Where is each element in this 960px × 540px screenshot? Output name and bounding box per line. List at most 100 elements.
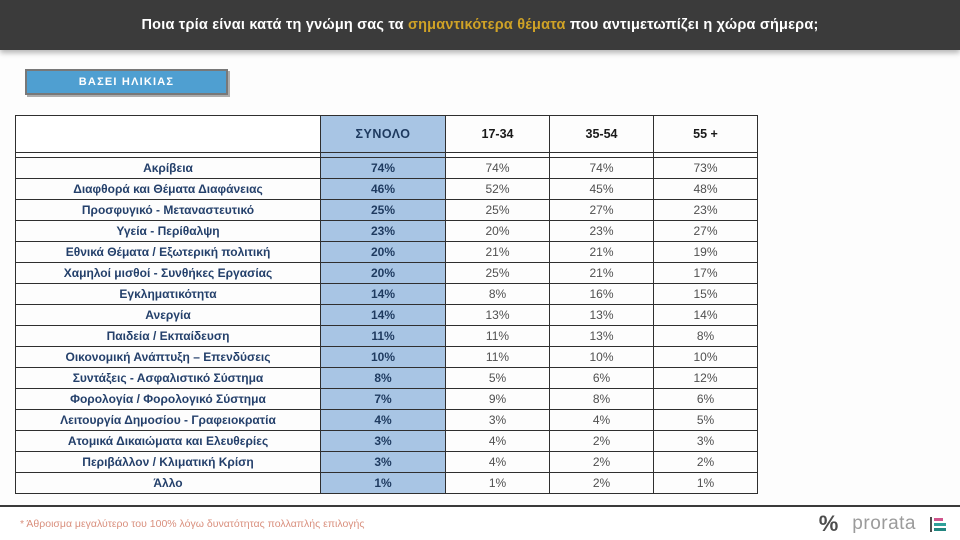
row-label: Φορολογία / Φορολογικό Σύστημα [15,388,321,410]
row-label: Συντάξεις - Ασφαλιστικό Σύστημα [15,367,321,389]
age-17-34-value: 3% [445,409,550,431]
page-title: Ποια τρία είναι κατά τη γνώμη σας τα σημ… [142,17,819,33]
title-post: που αντιμετωπίζει η χώρα σήμερα; [565,17,819,33]
age-35-54-value: 21% [549,241,654,263]
total-value: 3% [320,451,446,473]
age-55plus-value: 1% [653,472,758,494]
age-17-34-value: 74% [445,157,550,179]
table-row: Προσφυγικό - Μεταναστευτικό 25% 25% 27% 23% [15,199,758,221]
col-header-35-54: 35-54 [549,115,654,153]
table-row: Λειτουργία Δημοσίου - Γραφειοκρατία 4% 3% 4… [15,409,758,431]
results-table: ΣΥΝΟΛΟ 17-34 35-54 55 + Ακρίβεια 74% 74% 74… [15,115,758,494]
age-55plus-value: 48% [653,178,758,200]
table-row: Άλλο 1% 1% 2% 1% [15,472,758,494]
age-55plus-value: 12% [653,367,758,389]
age-55plus-value: 6% [653,388,758,410]
total-value: 1% [320,472,446,494]
age-35-54-value: 6% [549,367,654,389]
age-55plus-value: 14% [653,304,758,326]
age-55plus-value: 27% [653,220,758,242]
age-35-54-value: 27% [549,199,654,221]
age-35-54-value: 74% [549,157,654,179]
age-55plus-value: 5% [653,409,758,431]
table-row: Οικονομική Ανάπτυξη – Επενδύσεις 10% 11% 10… [15,346,758,368]
age-55plus-value: 8% [653,325,758,347]
row-label: Παιδεία / Εκπαίδευση [15,325,321,347]
row-label: Χαμηλοί μισθοί - Συνθήκες Εργασίας [15,262,321,284]
footnote: * Άθροισμα μεγαλύτερο του 100% λόγω δυνα… [20,518,365,530]
age-55plus-value: 73% [653,157,758,179]
age-17-34-value: 25% [445,262,550,284]
col-header-55plus: 55 + [653,115,758,153]
table-row: Συντάξεις - Ασφαλιστικό Σύστημα 8% 5% 6% 12% [15,367,758,389]
row-label: Ανεργία [15,304,321,326]
row-label: Άλλο [15,472,321,494]
total-value: 25% [320,199,446,221]
total-value: 4% [320,409,446,431]
age-17-34-value: 21% [445,241,550,263]
age-35-54-value: 21% [549,262,654,284]
table-spacer [653,152,758,158]
table-row: Υγεία - Περίθαλψη 23% 20% 23% 27% [15,220,758,242]
age-35-54-value: 10% [549,346,654,368]
total-value: 10% [320,346,446,368]
row-label: Εγκληματικότητα [15,283,321,305]
age-17-34-value: 8% [445,283,550,305]
table-row: Ανεργία 14% 13% 13% 14% [15,304,758,326]
prorata-wordmark: prorata [852,513,916,534]
title-highlight: σημαντικότερα θέματα [408,17,566,33]
age-55plus-value: 3% [653,430,758,452]
age-35-54-value: 45% [549,178,654,200]
col-header-17-34: 17-34 [445,115,550,153]
age-55plus-value: 2% [653,451,758,473]
total-value: 7% [320,388,446,410]
age-17-34-value: 52% [445,178,550,200]
row-label: Εθνικά Θέματα / Εξωτερική πολιτική [15,241,321,263]
age-17-34-value: 4% [445,430,550,452]
age-55plus-value: 17% [653,262,758,284]
age-17-34-value: 5% [445,367,550,389]
age-35-54-value: 8% [549,388,654,410]
age-35-54-value: 13% [549,325,654,347]
table-row: Φορολογία / Φορολογικό Σύστημα 7% 9% 8% 6% [15,388,758,410]
age-55plus-value: 15% [653,283,758,305]
total-value: 14% [320,304,446,326]
age-55plus-value: 10% [653,346,758,368]
age-35-54-value: 2% [549,472,654,494]
header-body-gap [15,152,758,158]
age-35-54-value: 23% [549,220,654,242]
table-row: Παιδεία / Εκπαίδευση 11% 11% 13% 8% [15,325,758,347]
total-value: 23% [320,220,446,242]
table-row: Εγκληματικότητα 14% 8% 16% 15% [15,283,758,305]
age-17-34-value: 9% [445,388,550,410]
age-17-34-value: 11% [445,325,550,347]
title-bar: Ποια τρία είναι κατά τη γνώμη σας τα σημ… [0,0,960,50]
row-label: Προσφυγικό - Μεταναστευτικό [15,199,321,221]
age-17-34-value: 1% [445,472,550,494]
filter-by-age-button[interactable]: ΒΑΣΕΙ ΗΛΙΚΙΑΣ [25,69,228,95]
age-35-54-value: 2% [549,451,654,473]
empty-corner-cell [15,115,321,153]
age-17-34-value: 13% [445,304,550,326]
total-value: 74% [320,157,446,179]
footer: * Άθροισμα μεγαλύτερο του 100% λόγω δυνα… [0,505,960,540]
age-17-34-value: 4% [445,451,550,473]
total-value: 20% [320,262,446,284]
total-value: 14% [320,283,446,305]
total-value: 46% [320,178,446,200]
total-value: 3% [320,430,446,452]
age-17-34-value: 25% [445,199,550,221]
row-label: Οικονομική Ανάπτυξη – Επενδύσεις [15,346,321,368]
row-label: Διαφθορά και Θέματα Διαφάνειας [15,178,321,200]
age-35-54-value: 4% [549,409,654,431]
row-label: Ατομικά Δικαιώματα και Ελευθερίες [15,430,321,452]
total-value: 8% [320,367,446,389]
table-row: Ατομικά Δικαιώματα και Ελευθερίες 3% 4% 2% 3… [15,430,758,452]
total-value: 11% [320,325,446,347]
age-35-54-value: 16% [549,283,654,305]
header-row: ΣΥΝΟΛΟ 17-34 35-54 55 + [15,115,758,153]
row-label: Ακρίβεια [15,157,321,179]
total-value: 20% [320,241,446,263]
age-35-54-value: 2% [549,430,654,452]
age-17-34-value: 11% [445,346,550,368]
